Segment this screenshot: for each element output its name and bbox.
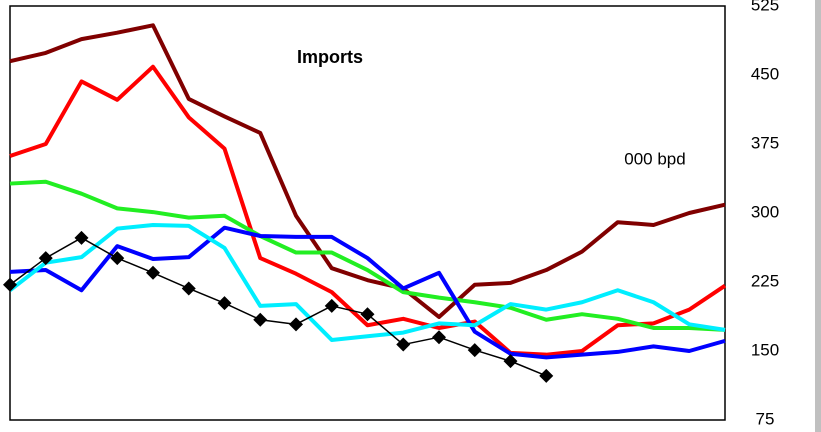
edge-strip [815, 0, 821, 432]
point-marker [467, 343, 482, 358]
chart-title: Imports [297, 47, 363, 67]
point-marker [217, 296, 232, 311]
point-marker [38, 251, 53, 266]
series-line [9, 225, 726, 360]
point-marker [289, 317, 303, 332]
point-marker [360, 307, 375, 322]
point-marker [539, 368, 554, 383]
y-tick-label: 450 [751, 64, 779, 83]
series-line [9, 64, 727, 357]
y-tick-label: 375 [751, 133, 779, 152]
point-marker [503, 354, 518, 369]
y-tick-label: 75 [756, 409, 775, 428]
y-tick-label: 525 [751, 0, 779, 14]
y-tick-label: 150 [751, 340, 779, 359]
y-tick-label: 300 [751, 202, 779, 221]
annotation: 000 bpd [624, 149, 685, 168]
series-line [9, 237, 547, 377]
series-line [9, 23, 726, 319]
series-line [9, 179, 726, 332]
y-tick-label: 225 [751, 271, 779, 290]
point-marker [3, 277, 17, 292]
series-line [8, 222, 726, 342]
point-marker [110, 251, 125, 266]
point-marker [146, 265, 160, 280]
plot-frame [9, 5, 726, 421]
point-marker [324, 298, 339, 313]
point-marker [396, 337, 411, 352]
point-marker [253, 312, 268, 327]
point-marker [432, 330, 446, 345]
point-marker [181, 281, 196, 296]
point-marker [74, 230, 89, 245]
